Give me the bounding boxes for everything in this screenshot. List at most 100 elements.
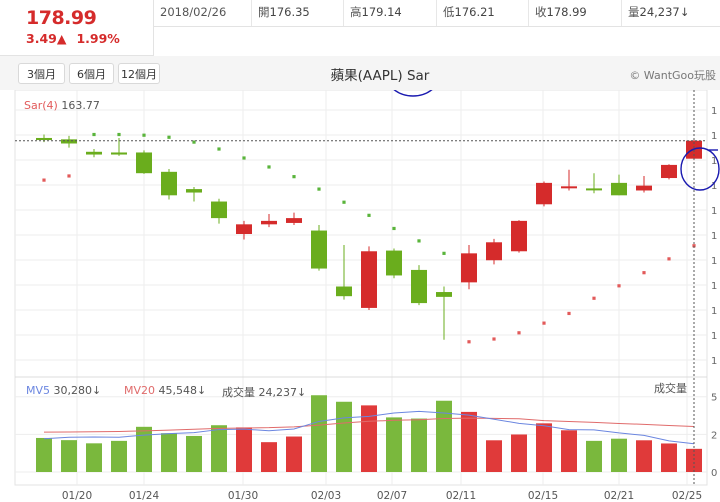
volume-bar — [511, 434, 527, 472]
volume-bar — [61, 440, 77, 472]
candle-body — [261, 220, 277, 225]
volume-bars — [36, 395, 702, 472]
volume-bar — [36, 437, 52, 472]
volume-bar — [111, 440, 127, 472]
sar-legend: Sar(4) 163.77 — [24, 99, 100, 112]
range-button-6m[interactable]: 6個月 — [69, 63, 114, 84]
summary-date-value: 2018/02/26 — [160, 5, 227, 19]
candle-body — [336, 286, 352, 297]
price-tick-label: 1 — [711, 106, 717, 117]
candle-body — [111, 152, 127, 155]
candle-body — [136, 152, 152, 174]
summary-low: 低176.21 — [437, 0, 529, 26]
sar-dot — [342, 200, 346, 204]
price-tick-label: 1 — [711, 206, 717, 217]
annotation-circle-last — [680, 147, 720, 191]
summary-date: 2018/02/26 — [154, 0, 252, 26]
chart-title: 蘋果(AAPL) Sar — [330, 68, 430, 84]
sar-dot — [217, 147, 221, 151]
candles — [36, 134, 702, 340]
mv20-legend: MV20 45,548↓ — [124, 384, 206, 397]
overlay — [15, 90, 720, 485]
sar-dot — [92, 132, 96, 137]
volume-legend: 成交量 24,237↓ — [222, 384, 306, 400]
volume-bar — [211, 425, 227, 472]
volume-bar — [311, 395, 327, 472]
volume-bar — [336, 401, 352, 472]
summary-open-label: 開 — [258, 5, 270, 19]
mv5-legend-value: 30,280↓ — [53, 384, 102, 397]
summary-high-value: 179.14 — [361, 5, 402, 19]
moving-average-lines — [43, 410, 695, 445]
range-button-3m[interactable]: 3個月 — [18, 63, 65, 84]
candle-body — [636, 185, 652, 191]
candle-body — [461, 253, 477, 283]
volume-legend-value: 24,237↓ — [258, 386, 307, 399]
quote-price: 178.99 — [26, 7, 97, 29]
volume-axis-title: 成交量 — [654, 382, 687, 395]
volume-legend-label: 成交量 — [222, 386, 255, 399]
price-tick-label: 1 — [711, 356, 717, 367]
mv20-line — [43, 417, 695, 433]
summary-close: 收178.99 — [529, 0, 622, 26]
candle-body — [486, 242, 502, 261]
summary-low-label: 低 — [443, 5, 455, 19]
date-tick-label: 02/25 — [672, 490, 702, 502]
sar-dot — [192, 140, 196, 144]
summary-volume-value: 24,237↓ — [639, 5, 690, 19]
volume-bar — [411, 418, 427, 472]
price-tick-label: 1 — [711, 281, 717, 292]
range-button-12m[interactable]: 12個月 — [118, 63, 160, 84]
annotation-circle — [393, 90, 433, 97]
candle-body — [61, 139, 77, 144]
candle-body — [611, 182, 627, 196]
sar-dot — [242, 156, 246, 160]
sar-dot — [692, 244, 696, 248]
date-tick-label: 01/20 — [62, 490, 92, 502]
candle-body — [286, 218, 302, 223]
date-tick-label: 02/11 — [446, 490, 476, 502]
volume-bar — [86, 443, 102, 472]
sar-dot — [467, 340, 471, 344]
volume-bar — [236, 427, 252, 472]
sar-dot — [42, 178, 46, 182]
sar-dot — [67, 174, 71, 178]
sar-dots — [42, 132, 696, 344]
sar-dot — [442, 251, 446, 255]
candle-body — [586, 188, 602, 191]
volume-bar — [686, 448, 702, 472]
mv5-legend-label: MV5 — [26, 384, 51, 397]
candle-body — [236, 224, 252, 234]
volume-tick-label: 0 — [711, 468, 717, 479]
sar-dot — [492, 337, 496, 341]
volume-bar — [186, 435, 202, 472]
change-value: 3.49▲ — [26, 31, 67, 46]
price-tick-label: 1 — [711, 306, 717, 317]
candle-body — [411, 269, 427, 304]
summary-close-label: 收 — [535, 5, 547, 19]
date-axis-ticks: 01/20 01/24 01/30 02/03 02/07 02/11 02/15 02/21… — [62, 490, 702, 502]
sar-dot — [392, 226, 396, 231]
sar-dot — [617, 284, 621, 288]
candle-body — [561, 186, 577, 189]
volume-bar — [536, 423, 552, 472]
volume-bar — [261, 442, 277, 472]
chart-canvas: 1 1 1 1 1 1 1 1 1 1 1 5 2 0 01/20 01/24 01/30 02/03 02/0… — [14, 90, 720, 502]
candle-body — [536, 182, 552, 205]
candle-body — [161, 171, 177, 196]
volume-bar — [661, 443, 677, 472]
summary-high: 高179.14 — [344, 0, 437, 26]
price-axis-ticks: 1 1 1 1 1 1 1 1 1 1 1 — [711, 106, 717, 367]
candle-body — [36, 137, 52, 141]
summary-high-label: 高 — [350, 5, 362, 19]
quote-change: 3.49▲ 1.99% — [26, 31, 120, 46]
candle-body — [661, 164, 677, 179]
sar-dot — [142, 133, 146, 137]
quote-box: 178.99 3.49▲ 1.99% — [0, 0, 154, 56]
sar-dot — [592, 296, 596, 300]
candle-body — [361, 251, 377, 308]
price-tick-label: 1 — [711, 331, 717, 342]
price-tick-label: 1 — [711, 156, 717, 167]
sar-dot — [167, 135, 171, 139]
sar-legend-label: Sar(4) — [24, 99, 58, 112]
